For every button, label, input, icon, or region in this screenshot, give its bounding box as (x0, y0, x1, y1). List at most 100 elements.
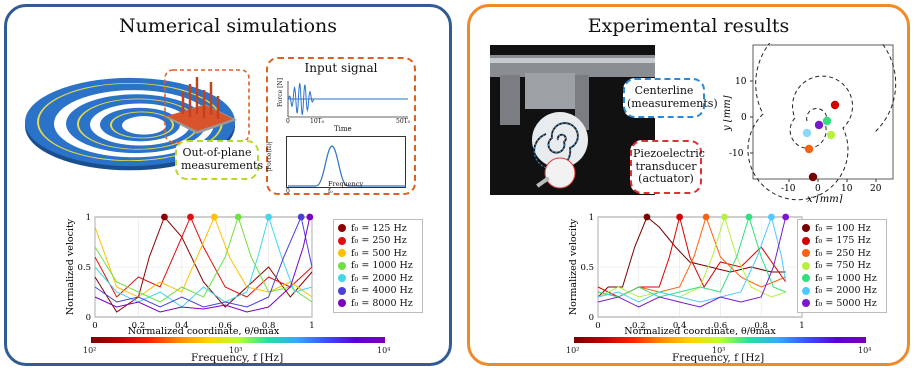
series-line (94, 215, 313, 298)
legend-swatch (802, 236, 810, 245)
legend-item: f₀ = 250 Hz (802, 247, 882, 260)
y-tick-label: 0.5 (580, 263, 594, 273)
legend-swatch (802, 286, 810, 295)
x-tick-label: 0.8 (754, 321, 768, 331)
actuator-patch-icon (165, 77, 237, 134)
legend-swatch (338, 224, 346, 233)
spiral-xlabel: x [mm] (807, 194, 843, 203)
peak-marker (234, 213, 242, 221)
y-axis-label: Normalized velocity (65, 218, 76, 315)
peak-marker (768, 213, 775, 221)
legend-item: f₀ = 175 Hz (802, 235, 882, 248)
legend-item: f₀ = 2000 Hz (338, 272, 418, 285)
peak-marker (745, 213, 753, 221)
legend-label: f₀ = 5000 Hz (815, 297, 877, 309)
input-signal-title: Input signal (304, 61, 378, 75)
experimental-velocity-chart: 0 0.2 0.4 0.6 0.8 1 0 0.5 1 Normalized velocity No… (568, 213, 805, 335)
spiral-ytick-neg10: -10 (729, 149, 744, 159)
colorbar-tick-10000: 10⁴ (377, 346, 391, 355)
time-tick-0: 0 (286, 118, 290, 125)
spiral-ytick-0: 0 (741, 113, 747, 123)
freq-tick-0: 0 (286, 188, 290, 195)
frequency-colorbar (574, 337, 866, 343)
x-tick-label: 0.6 (218, 321, 232, 331)
centerline-callout: Centerline (measurements) (623, 78, 718, 118)
x-tick-label: 0.8 (262, 321, 276, 331)
series-line (597, 215, 787, 303)
series-line (94, 215, 313, 308)
legend-label: f₀ = 175 Hz (815, 235, 871, 247)
legend-item: f₀ = 8000 Hz (338, 297, 418, 310)
force-ylabel: Force [N] (277, 77, 285, 108)
legend-label: f₀ = 1000 Hz (815, 272, 877, 284)
peak-marker (721, 213, 728, 221)
peak-marker (187, 213, 194, 221)
x-tick-label: 0 (595, 321, 600, 331)
spiral-xtick-10: 10 (841, 184, 853, 194)
spiral-xtick-0: 0 (815, 184, 821, 194)
series-line (597, 215, 786, 298)
legend-label: f₀ = 8000 Hz (351, 297, 413, 309)
measurement-point (814, 120, 824, 130)
out-of-plane-callout: Out-of-plane measurements (175, 140, 263, 180)
series-line (597, 215, 786, 298)
legend-item: f₀ = 2000 Hz (802, 285, 882, 298)
x-tick-label: 1 (309, 321, 314, 331)
series-line (597, 216, 786, 298)
peak-marker (702, 213, 710, 221)
time-tick-1: 10T₀ (310, 118, 325, 125)
peak-marker (161, 213, 168, 221)
measurement-point (808, 172, 818, 182)
y-tick-label: 1 (86, 213, 91, 223)
y-tick-label: 0 (86, 313, 91, 323)
colorbar-tick-1000: 10³ (712, 346, 726, 355)
x-tick-label: 0.4 (175, 321, 189, 331)
legend-swatch (338, 261, 346, 270)
colorbar-tick-10000: 10⁴ (858, 346, 872, 355)
legend-item: f₀ = 1000 Hz (338, 260, 418, 273)
panel-title: Numerical simulations (119, 15, 337, 37)
y-tick-label: 0 (589, 313, 594, 323)
legend-item: f₀ = 250 Hz (338, 235, 418, 248)
input-signal-callout: Input signal Force [N] 0 10T₀ 50T₀ Time … (266, 57, 416, 195)
x-tick-label: 0.4 (673, 321, 687, 331)
numerical-simulations-panel: Numerical simulations (4, 4, 452, 366)
measurement-point (822, 116, 832, 126)
legend-label: f₀ = 250 Hz (351, 235, 407, 247)
experimental-legend: f₀ = 100 Hz f₀ = 175 Hz f₀ = 250 Hz f₀ = 75… (797, 219, 887, 313)
colorbar-tick-1000: 10³ (229, 346, 243, 355)
x-axis-label: Normalized coordinate, θ/θmax (128, 326, 280, 335)
legend-label: f₀ = 125 Hz (351, 222, 407, 234)
y-tick-label: 1 (589, 213, 594, 223)
peak-marker (676, 213, 683, 221)
measurement-point (830, 100, 840, 110)
simulation-legend: f₀ = 125 Hz f₀ = 250 Hz f₀ = 500 Hz f₀ = 10… (333, 219, 423, 313)
panel-title: Experimental results (587, 15, 790, 37)
freq-xlabel: Frequency (328, 180, 364, 188)
legend-swatch (802, 249, 810, 258)
measurement-point (826, 130, 836, 140)
y-tick-label: 0.5 (77, 263, 91, 273)
legend-label: f₀ = 2000 Hz (815, 285, 877, 297)
peak-marker (643, 213, 651, 221)
legend-label: f₀ = 1000 Hz (351, 260, 413, 272)
legend-item: f₀ = 1000 Hz (802, 272, 882, 285)
peak-marker (782, 213, 790, 221)
legend-label: f₀ = 4000 Hz (351, 285, 413, 297)
series-line (597, 216, 787, 308)
peak-marker (265, 213, 272, 221)
legend-label: f₀ = 100 Hz (815, 222, 871, 234)
measurement-point (802, 128, 812, 138)
x-tick-label: 1 (799, 321, 804, 331)
spectrum-frame (286, 136, 406, 188)
freq-tick-f0: f₀ (328, 188, 333, 195)
piezo-label: Piezoelectric transducer (actuator) (633, 147, 705, 186)
simulation-velocity-chart: 0 0.2 0.4 0.6 0.8 1 0 0.5 1 Normalized velocity No… (65, 213, 315, 335)
piezo-callout: Piezoelectric transducer (actuator) (630, 140, 705, 194)
legend-swatch (338, 249, 346, 258)
y-axis-label: Normalized velocity (568, 218, 579, 315)
legend-item: f₀ = 125 Hz (338, 222, 418, 235)
time-xlabel: Time (334, 125, 352, 133)
legend-item: f₀ = 4000 Hz (338, 285, 418, 298)
x-tick-label: 0 (92, 321, 97, 331)
